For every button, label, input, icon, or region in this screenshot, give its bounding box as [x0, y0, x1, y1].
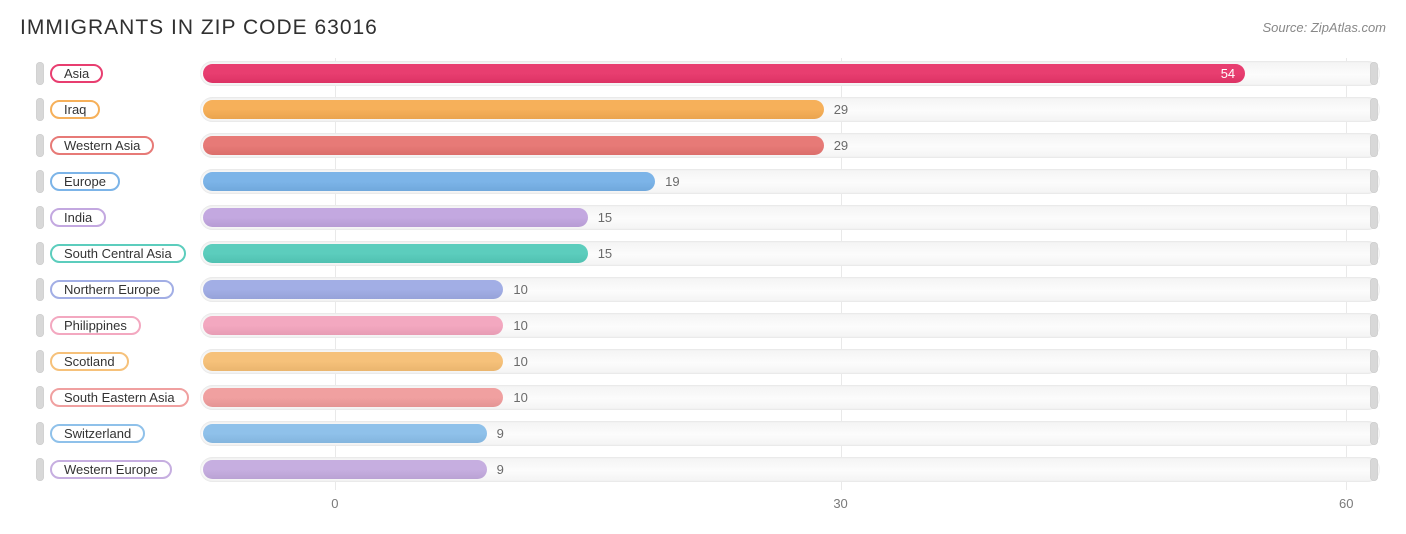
x-axis: 0 30 60 — [200, 490, 1380, 518]
bar-label-pill: Iraq — [50, 100, 100, 119]
row-cap-right — [1370, 134, 1378, 157]
bar-value: 10 — [513, 274, 527, 305]
bar-value: 9 — [497, 454, 504, 485]
bar-label-pill: Northern Europe — [50, 280, 174, 299]
bar-label-pill: South Eastern Asia — [50, 388, 189, 407]
bar-value: 15 — [598, 238, 612, 269]
bar-label-pill: Western Asia — [50, 136, 154, 155]
row-cap-right — [1370, 314, 1378, 337]
row-cap-left — [36, 170, 44, 193]
bar-row: 15South Central Asia — [200, 238, 1380, 269]
row-cap-left — [36, 242, 44, 265]
row-cap-right — [1370, 98, 1378, 121]
bar-label-pill: South Central Asia — [50, 244, 186, 263]
row-cap-right — [1370, 350, 1378, 373]
row-cap-right — [1370, 62, 1378, 85]
row-cap-right — [1370, 422, 1378, 445]
row-cap-right — [1370, 278, 1378, 301]
bar-fill — [203, 352, 503, 371]
bar-fill — [203, 424, 487, 443]
chart-header: IMMIGRANTS IN ZIP CODE 63016 Source: Zip… — [20, 16, 1386, 40]
row-cap-right — [1370, 206, 1378, 229]
chart-rows: 54Asia 29Iraq 29Western Asia 19Europe 15Indi… — [200, 58, 1380, 485]
bar-row: 9Western Europe — [200, 454, 1380, 485]
bar-row: 15India — [200, 202, 1380, 233]
bar-row: 19Europe — [200, 166, 1380, 197]
bar-value: 10 — [513, 346, 527, 377]
bar-fill — [203, 208, 588, 227]
bar-label-pill: Europe — [50, 172, 120, 191]
bar-row: 54Asia — [200, 58, 1380, 89]
bar-fill — [203, 136, 824, 155]
bar-value: 10 — [513, 310, 527, 341]
bar-fill — [203, 280, 503, 299]
bar-label-pill: India — [50, 208, 106, 227]
row-cap-right — [1370, 458, 1378, 481]
row-cap-left — [36, 314, 44, 337]
row-cap-left — [36, 350, 44, 373]
bar-row: 9Switzerland — [200, 418, 1380, 449]
bar-value: 19 — [665, 166, 679, 197]
row-cap-right — [1370, 242, 1378, 265]
row-cap-right — [1370, 386, 1378, 409]
bar-label-pill: Scotland — [50, 352, 129, 371]
row-cap-left — [36, 458, 44, 481]
row-cap-left — [36, 278, 44, 301]
bar-value: 15 — [598, 202, 612, 233]
bar-fill — [203, 100, 824, 119]
bar-fill — [203, 460, 487, 479]
bar-fill — [203, 244, 588, 263]
x-tick-label: 30 — [833, 496, 847, 511]
bar-value: 29 — [834, 94, 848, 125]
x-tick-label: 0 — [331, 496, 338, 511]
bar-value: 54 — [1221, 58, 1235, 89]
row-cap-left — [36, 98, 44, 121]
row-cap-left — [36, 206, 44, 229]
bar-value: 9 — [497, 418, 504, 449]
bar-value: 29 — [834, 130, 848, 161]
bar-fill — [203, 172, 655, 191]
bar-label-pill: Asia — [50, 64, 103, 83]
bar-row: 29Western Asia — [200, 130, 1380, 161]
bar-row: 10Philippines — [200, 310, 1380, 341]
bar-row: 10Northern Europe — [200, 274, 1380, 305]
row-cap-left — [36, 134, 44, 157]
bar-fill — [203, 316, 503, 335]
bar-row: 10South Eastern Asia — [200, 382, 1380, 413]
bar-chart: 54Asia29Iraq29Western Asia19Europe15Indi… — [20, 58, 1386, 518]
bar-label-pill: Philippines — [50, 316, 141, 335]
bar-row: 10Scotland — [200, 346, 1380, 377]
chart-title: IMMIGRANTS IN ZIP CODE 63016 — [20, 16, 378, 40]
row-cap-left — [36, 386, 44, 409]
bar-row: 29Iraq — [200, 94, 1380, 125]
row-cap-right — [1370, 170, 1378, 193]
bar-label-pill: Switzerland — [50, 424, 145, 443]
chart-source: Source: ZipAtlas.com — [1262, 20, 1386, 35]
bar-value: 10 — [513, 382, 527, 413]
bar-label-pill: Western Europe — [50, 460, 172, 479]
x-tick-label: 60 — [1339, 496, 1353, 511]
row-cap-left — [36, 422, 44, 445]
row-cap-left — [36, 62, 44, 85]
bar-fill — [203, 388, 503, 407]
bar-fill — [203, 64, 1245, 83]
